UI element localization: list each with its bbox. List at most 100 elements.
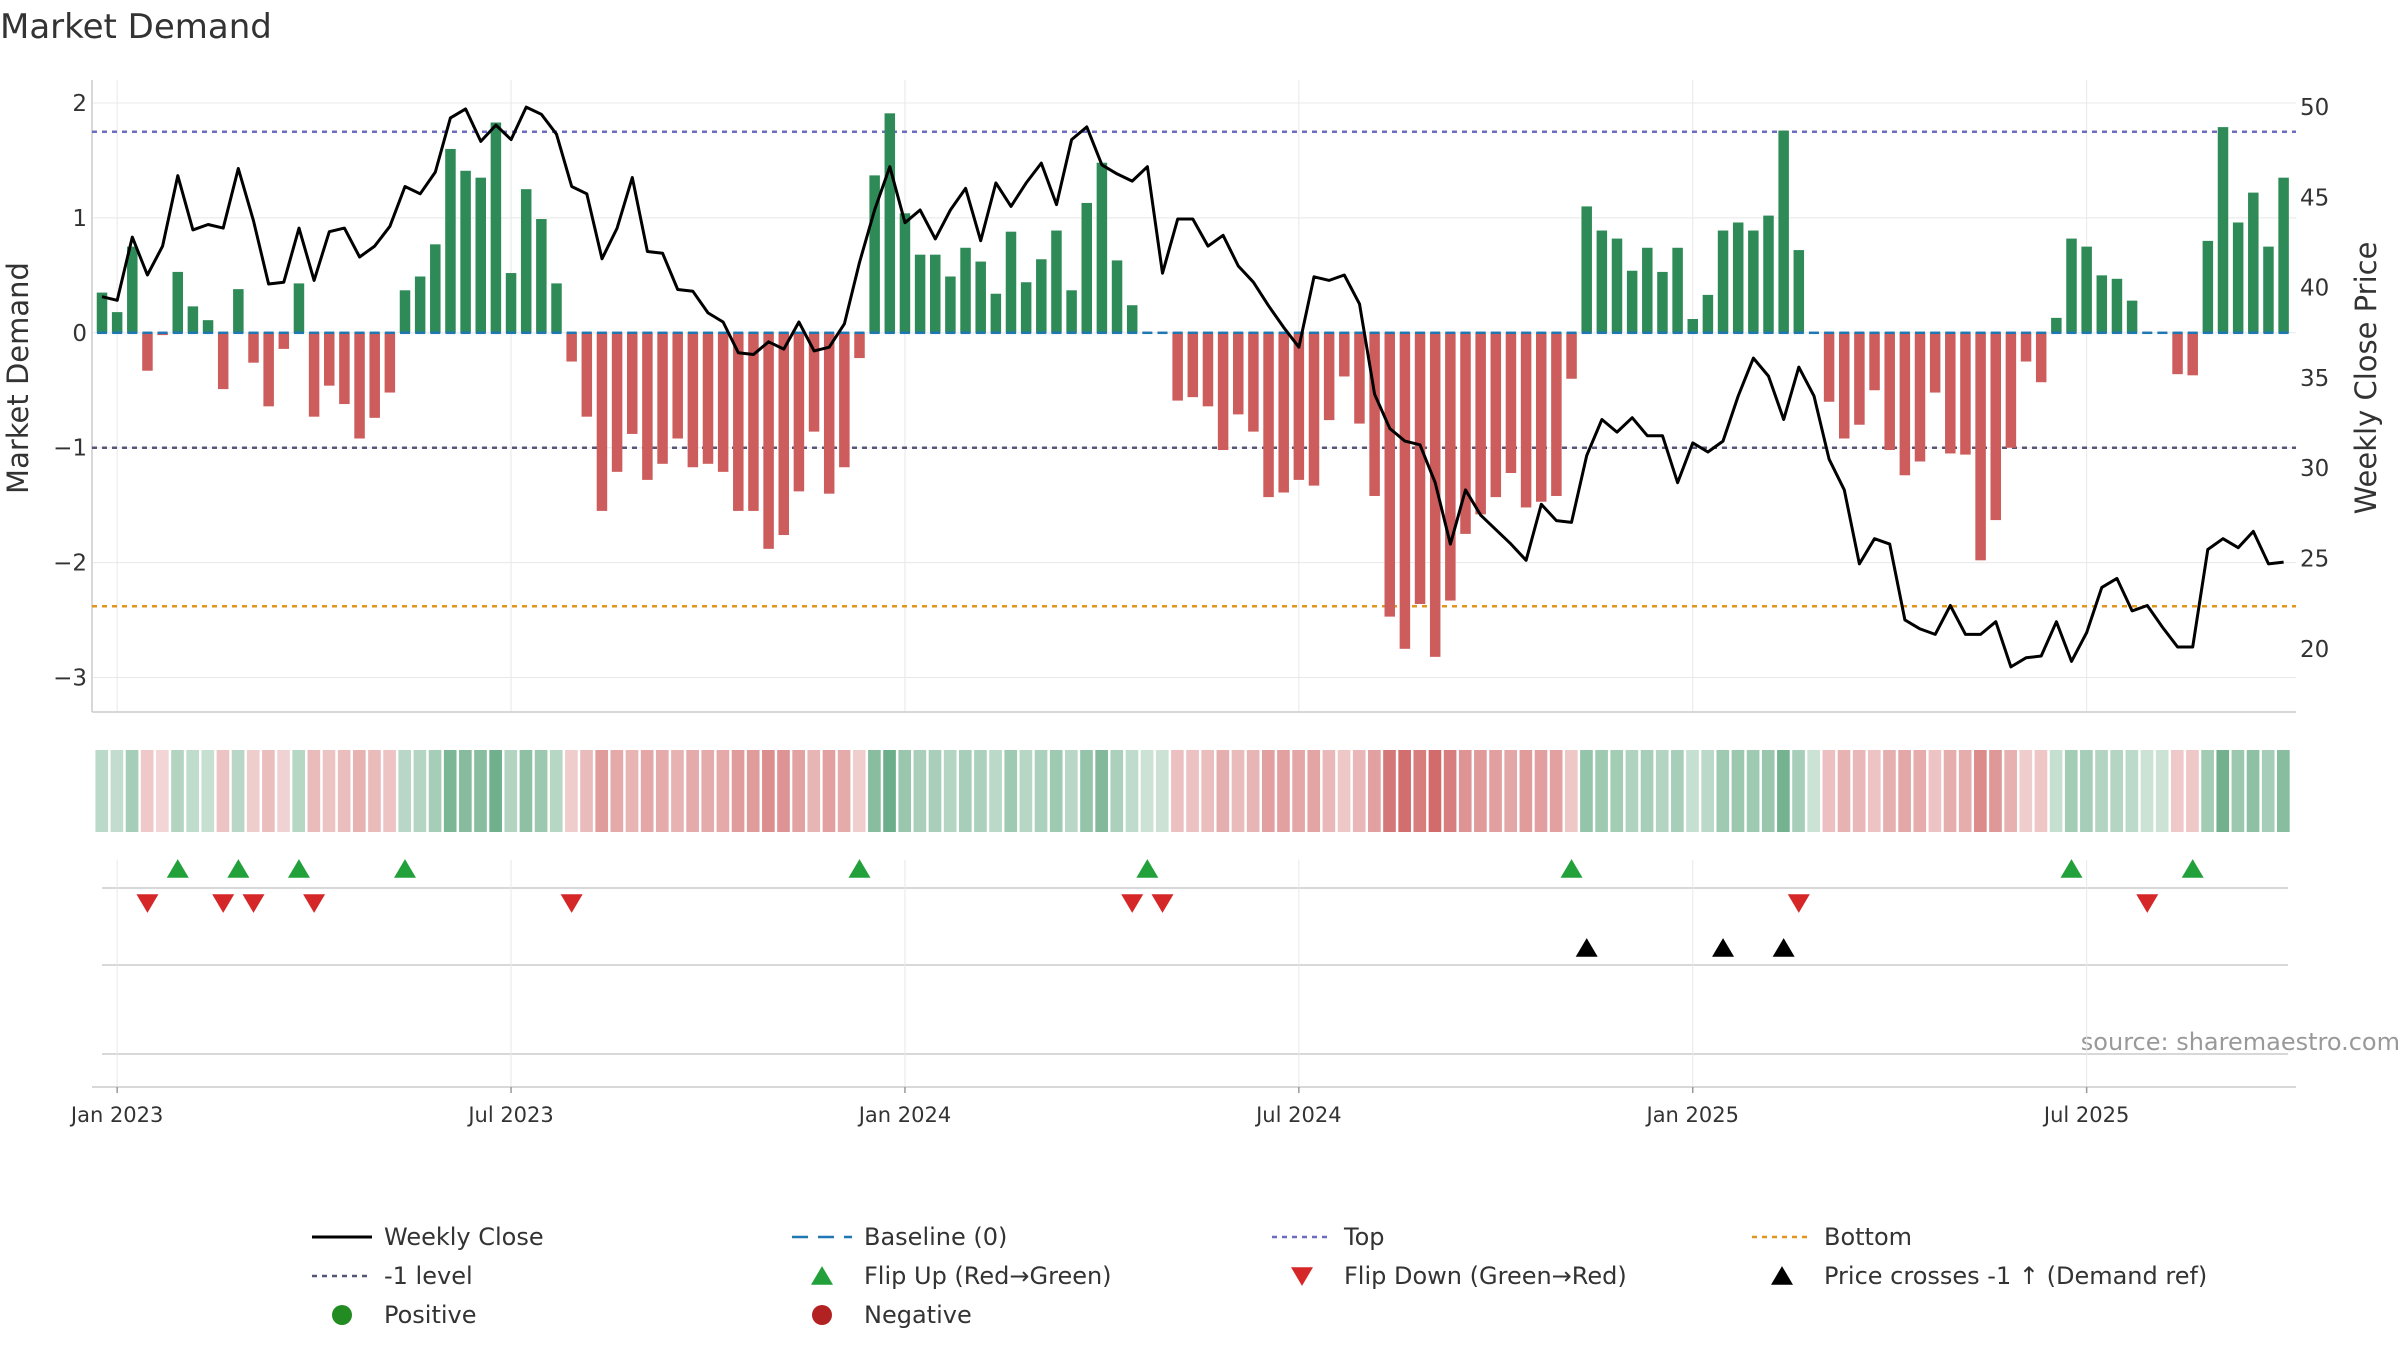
heat-cell <box>1171 750 1184 832</box>
heat-cell <box>1019 750 1033 832</box>
demand-bar <box>884 113 896 333</box>
demand-bar <box>1854 332 1865 425</box>
demand-bar <box>1551 332 1562 496</box>
demand-bar <box>127 246 138 333</box>
legend: Weekly Close Baseline (0) Top Bottom -1 leve… <box>312 1223 2207 1329</box>
heat-cell <box>2277 750 2290 832</box>
axis-ticks: 2 1 0 −1 −2 −3 50 45 40 35 30 25 20 <box>53 91 2329 692</box>
heat-cell <box>2201 750 2214 832</box>
flip-down-marker <box>212 894 235 913</box>
demand-bar <box>778 332 789 536</box>
demand-bar <box>1414 332 1426 604</box>
heat-cell <box>110 750 124 832</box>
legend-swatch-negative <box>812 1305 832 1325</box>
heat-cell <box>140 750 154 832</box>
demand-bar <box>2217 127 2229 333</box>
y-left-tick-label: 0 <box>72 321 87 347</box>
heat-cell <box>777 750 790 832</box>
heat-cell <box>1731 750 1745 832</box>
heat-cell <box>1610 750 1624 832</box>
demand-bar <box>551 283 562 333</box>
heat-cell <box>1595 750 1608 832</box>
demand-bar <box>1702 294 1714 333</box>
demand-bar <box>1672 247 1683 333</box>
demand-bar <box>475 177 486 333</box>
heat-cell <box>292 750 306 832</box>
flip-up-marker <box>2181 859 2204 878</box>
heat-cell <box>1368 750 1381 832</box>
heat-cell <box>368 750 381 832</box>
demand-bar <box>505 273 517 333</box>
heat-cell <box>262 750 275 832</box>
demand-bar <box>384 332 396 393</box>
demand-bar <box>2278 177 2289 333</box>
demand-bar <box>1066 290 1077 333</box>
heat-cell <box>2064 750 2078 832</box>
y-right-tick-label: 25 <box>2300 547 2329 573</box>
heat-cell <box>1246 750 1260 832</box>
heat-cell <box>1489 750 1502 832</box>
heat-cell <box>1534 750 1548 832</box>
heat-cell <box>1292 750 1305 832</box>
demand-bar <box>2096 275 2108 333</box>
demand-bar <box>596 332 608 511</box>
demand-bar <box>142 332 153 371</box>
demand-bar <box>2081 246 2092 333</box>
demand-bar <box>763 332 774 549</box>
heat-cell <box>807 750 821 832</box>
heat-cell <box>655 750 669 832</box>
flip-down-marker <box>242 894 265 913</box>
heat-cell <box>1458 750 1472 832</box>
demand-bar <box>672 332 683 439</box>
demand-bar <box>2172 332 2183 375</box>
flip-up-marker <box>227 859 250 878</box>
legend-label-flip-up: Flip Up (Red→Green) <box>864 1262 1112 1290</box>
demand-bar <box>1081 202 1092 333</box>
heat-cell <box>1671 750 1684 832</box>
heat-cell <box>852 750 866 832</box>
demand-bar <box>839 332 850 468</box>
heat-cell <box>2140 750 2154 832</box>
demand-bar <box>1657 271 1668 333</box>
demand-bar <box>1823 332 1835 402</box>
heat-cell <box>595 750 609 832</box>
demand-bar <box>96 292 108 333</box>
grid-lines <box>91 80 2296 713</box>
y-right-tick-label: 45 <box>2300 185 2329 211</box>
flip-down-marker <box>1787 894 1810 913</box>
heat-cell <box>1277 750 1290 832</box>
heat-cell <box>322 750 336 832</box>
flip-down-marker <box>136 894 159 913</box>
x-tick-label: Jul 2024 <box>1254 1103 1341 1127</box>
heat-cell <box>1155 750 1169 832</box>
demand-bar <box>975 261 986 333</box>
demand-bar <box>324 332 335 386</box>
demand-bar <box>566 332 577 362</box>
heat-cell <box>1034 750 1048 832</box>
heat-cell <box>1428 750 1442 832</box>
heat-cell <box>1898 750 1911 832</box>
y-left-tick-label: −3 <box>53 666 87 692</box>
heat-cell <box>610 750 624 832</box>
heat-cell <box>1443 750 1457 832</box>
demand-bar <box>414 276 426 333</box>
demand-bar <box>1899 332 1911 476</box>
demand-bar <box>990 293 1002 333</box>
demand-bar <box>899 213 911 333</box>
demand-bar <box>2263 246 2274 333</box>
heat-cell <box>565 750 578 832</box>
heat-cell <box>913 750 927 832</box>
demand-bar <box>1475 332 1486 515</box>
heat-cell <box>1261 750 1275 832</box>
demand-bar <box>1748 230 1759 333</box>
heat-cell <box>1337 750 1351 832</box>
heat-cell <box>246 750 260 832</box>
demand-bar <box>2035 332 2047 383</box>
heat-cell <box>731 750 745 832</box>
demand-bar <box>1763 215 1774 333</box>
demand-heat-strip <box>95 750 2290 832</box>
demand-bar <box>1929 332 1941 393</box>
demand-bar <box>1051 230 1062 333</box>
legend-label-positive: Positive <box>384 1301 477 1329</box>
heat-cell <box>837 750 851 832</box>
